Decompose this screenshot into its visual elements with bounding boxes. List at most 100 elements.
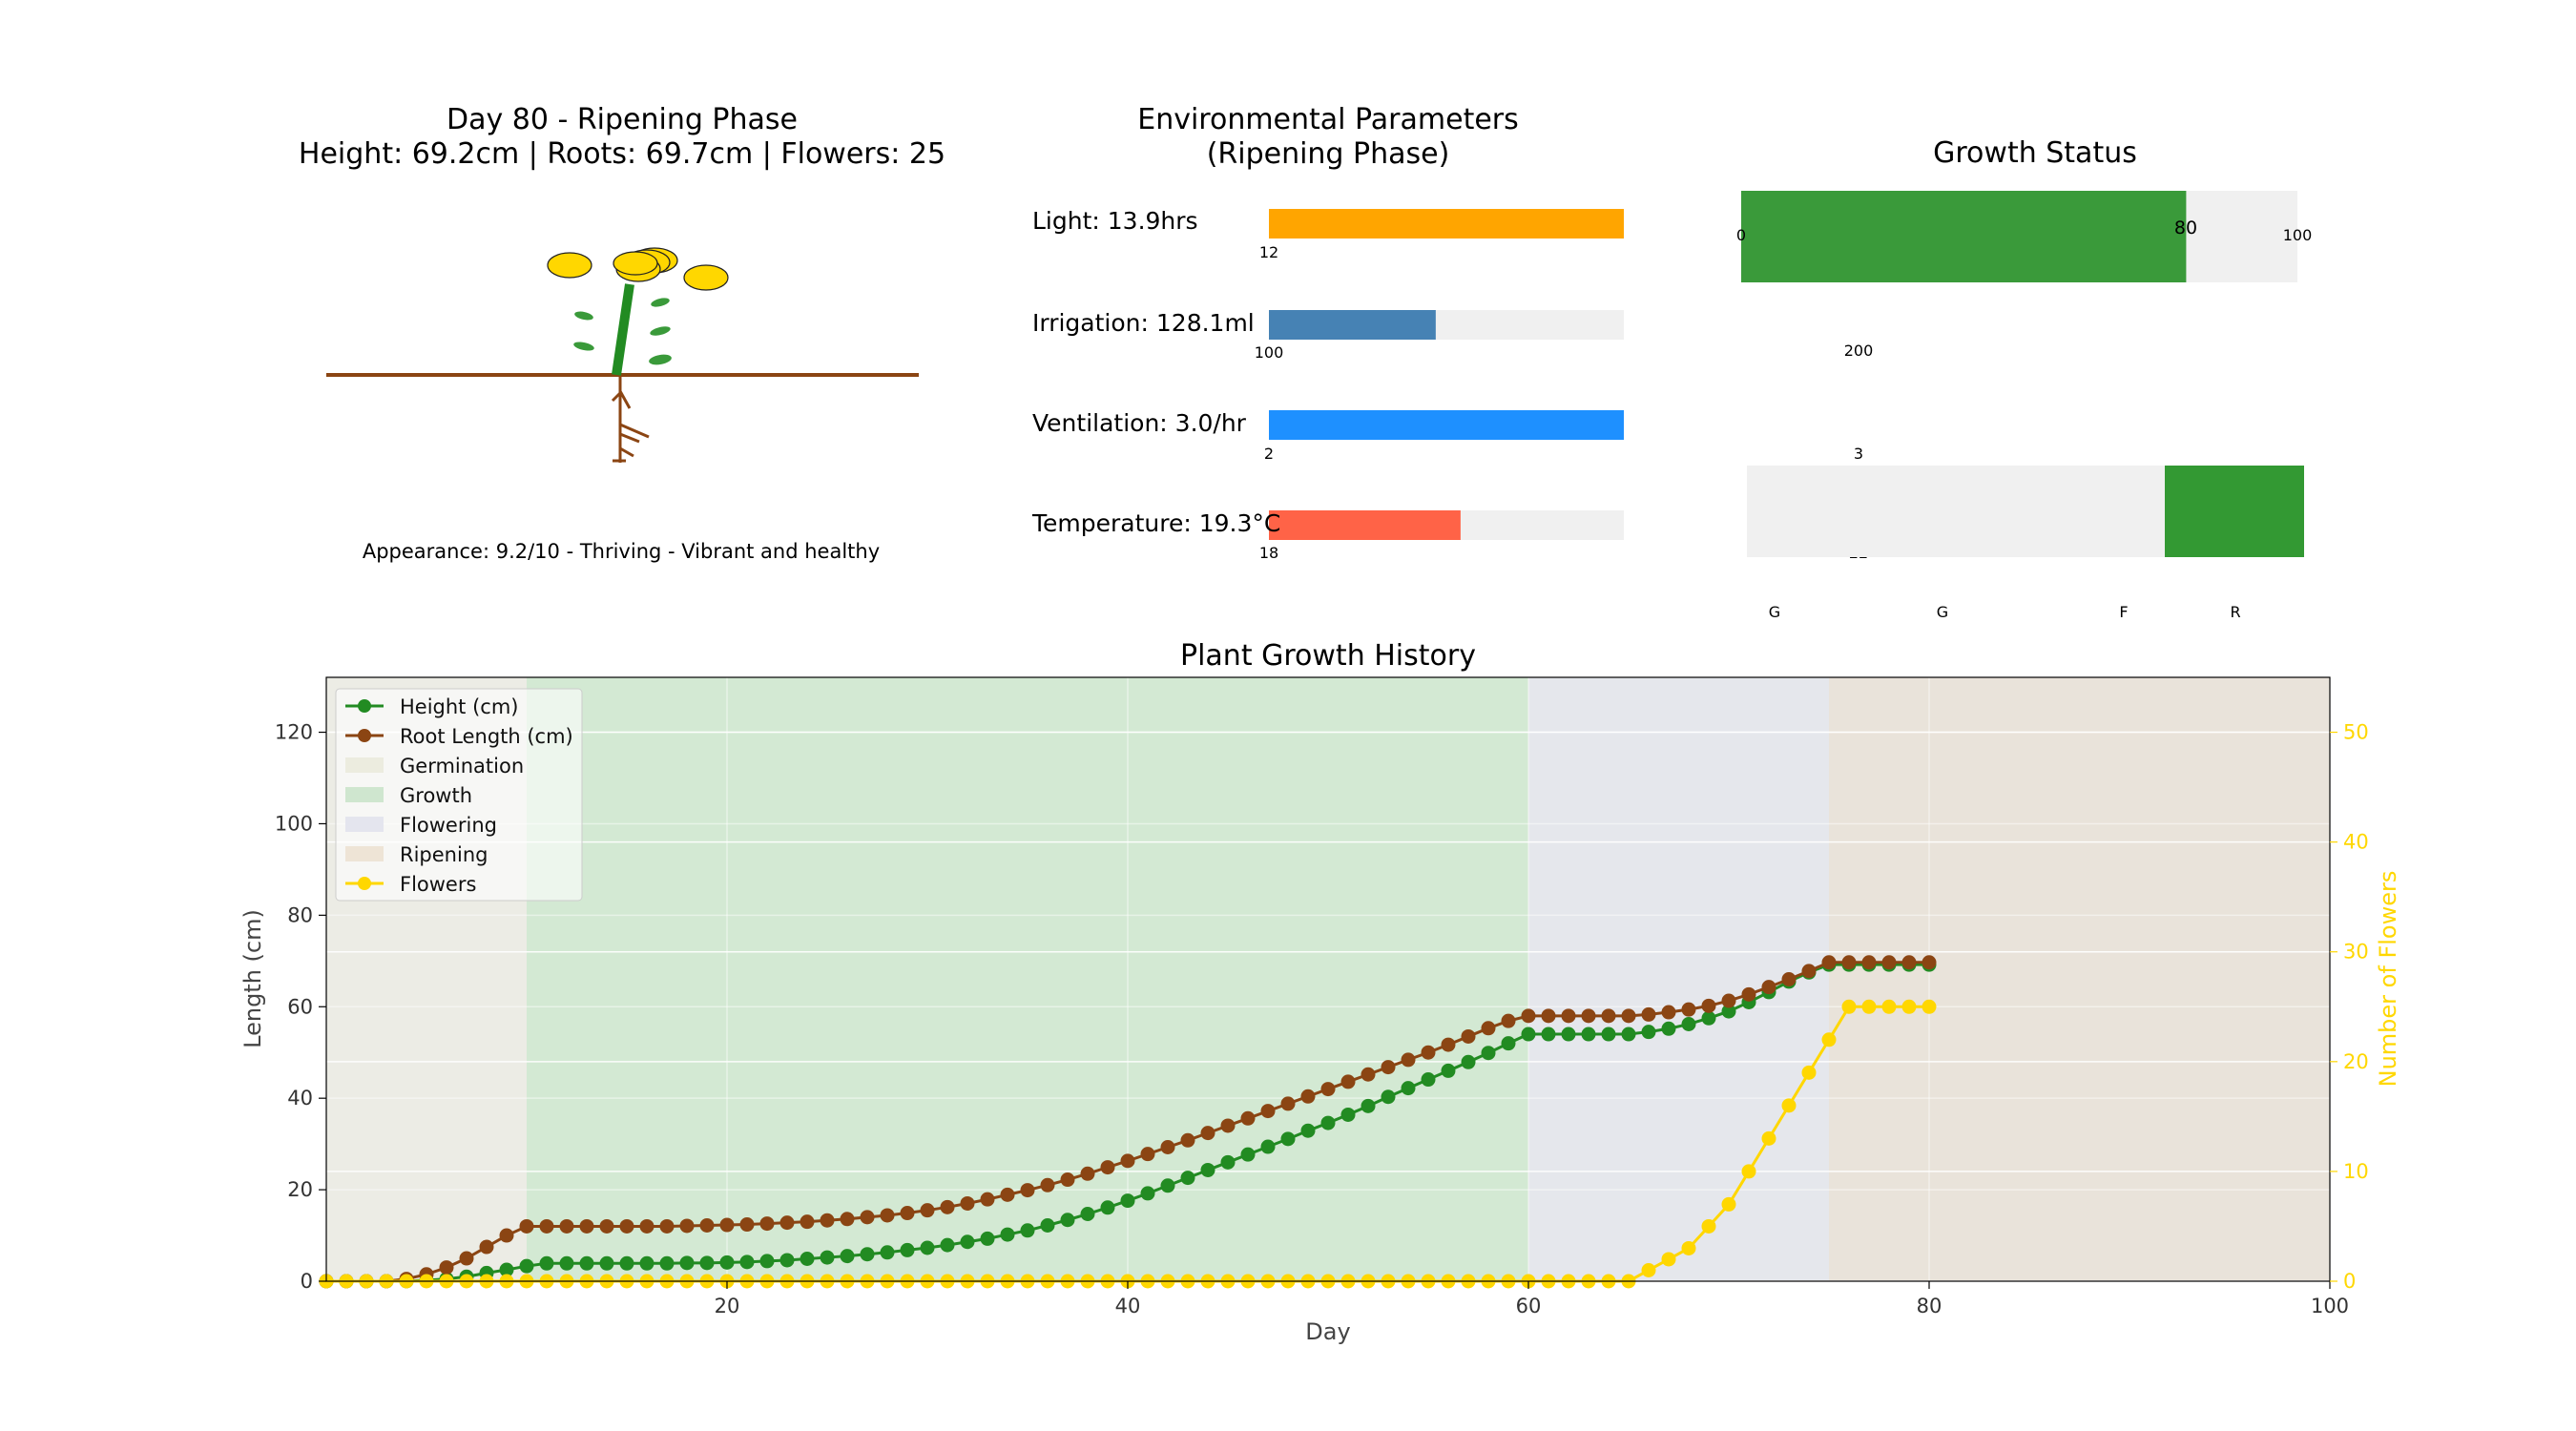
data-point	[1721, 1196, 1736, 1212]
data-point	[940, 1237, 955, 1253]
plant-title-line2: Height: 69.2cm | Roots: 69.7cm | Flowers…	[299, 137, 945, 171]
data-point	[1361, 1067, 1376, 1082]
data-point	[1661, 1005, 1676, 1020]
chart-title: Plant Growth History	[1180, 639, 1476, 673]
data-point	[1781, 1098, 1797, 1113]
data-point	[1741, 986, 1756, 1002]
progress-fill	[1741, 191, 2187, 282]
data-point	[800, 1252, 815, 1267]
roots	[611, 377, 650, 463]
status-title: Growth Status	[1933, 136, 2137, 170]
data-point	[1901, 999, 1917, 1014]
phase-bands	[326, 677, 2330, 1281]
data-point	[1661, 1021, 1676, 1036]
data-point	[1521, 1027, 1536, 1042]
y-tick-label: 60	[287, 995, 313, 1018]
data-point	[820, 1213, 835, 1228]
data-point	[1561, 1008, 1576, 1024]
data-point	[1481, 1046, 1496, 1061]
flower	[613, 251, 658, 276]
data-point	[940, 1199, 955, 1214]
data-point	[1861, 999, 1877, 1014]
data-point	[1200, 1126, 1215, 1141]
data-point	[980, 1192, 995, 1207]
data-point	[519, 1218, 534, 1234]
progress-value-label: 80	[2174, 218, 2197, 238]
data-point	[1922, 955, 1937, 970]
legend-item-ripening: Ripening	[345, 843, 488, 866]
leaf	[574, 311, 593, 321]
data-point	[759, 1216, 775, 1232]
data-point	[1340, 1107, 1356, 1122]
y-tick-label: 40	[287, 1087, 313, 1110]
phase-band-flowering	[1528, 677, 1829, 1281]
flower	[683, 264, 729, 291]
data-point	[1040, 1177, 1055, 1192]
plot-frame	[325, 676, 2331, 1282]
phase-label-germination: G	[1769, 603, 1780, 621]
env-bar-label: Irrigation: 128.1ml	[1032, 309, 1255, 337]
status-panel: Growth Status 0 80 100 200 3 22 G G F R	[1736, 136, 2312, 621]
legend-label: Root Length (cm)	[400, 725, 573, 748]
data-point	[619, 1255, 634, 1271]
data-point	[1220, 1118, 1236, 1133]
data-point	[439, 1260, 454, 1275]
data-point	[900, 1206, 915, 1221]
data-point	[1701, 998, 1716, 1013]
y-tick-label: 80	[287, 903, 313, 926]
y2-tick-label: 10	[2343, 1160, 2369, 1183]
data-point	[1020, 1183, 1035, 1198]
legend-marker	[358, 699, 371, 713]
x-axis-label: Day	[1305, 1318, 1350, 1345]
data-point	[1381, 1089, 1396, 1105]
data-point	[1641, 1262, 1656, 1277]
data-point	[679, 1218, 695, 1234]
legend-label: Germination	[400, 755, 524, 778]
env-bar-min-label: 12	[1259, 243, 1278, 261]
data-point	[1421, 1045, 1436, 1060]
data-point	[1340, 1074, 1356, 1089]
y2-axis-label: Number of Flowers	[2375, 871, 2401, 1088]
data-point	[779, 1215, 795, 1231]
legend-item-height-cm: Height (cm)	[345, 695, 518, 718]
plant-title-line1: Day 80 - Ripening Phase	[447, 103, 798, 136]
data-point	[1320, 1115, 1336, 1130]
data-point	[1120, 1153, 1135, 1169]
series-layer	[319, 955, 1937, 1289]
data-point	[1501, 1013, 1516, 1028]
data-point	[599, 1255, 614, 1271]
data-point	[1180, 1171, 1195, 1186]
data-point	[1821, 1032, 1837, 1047]
data-point	[1060, 1213, 1075, 1228]
data-point	[659, 1218, 675, 1234]
legend-swatch	[345, 757, 384, 773]
data-point	[1300, 1089, 1316, 1104]
data-point	[1401, 1081, 1416, 1096]
data-point	[579, 1218, 594, 1234]
legend-item-germination: Germination	[345, 755, 524, 778]
status-stray-label: 200	[1844, 342, 1874, 360]
data-point	[1040, 1217, 1055, 1233]
data-point	[1300, 1123, 1316, 1138]
data-point	[1661, 1252, 1676, 1267]
data-point	[1100, 1160, 1115, 1175]
data-point	[1280, 1096, 1296, 1111]
data-point	[1701, 1218, 1716, 1234]
legend-swatch	[345, 817, 384, 832]
data-point	[1581, 1008, 1596, 1024]
data-point	[1000, 1227, 1015, 1242]
legend-item-growth: Growth	[345, 784, 472, 807]
data-point	[1621, 1008, 1636, 1024]
appearance-text: Appearance: 9.2/10 - Thriving - Vibrant …	[363, 540, 880, 563]
y-tick-label: 0	[301, 1270, 313, 1293]
data-point	[1681, 1240, 1696, 1255]
leaf	[651, 298, 670, 307]
growth-history-chart: Plant Growth History 20 40 60 80 10002040608…	[239, 639, 2401, 1345]
data-point	[960, 1234, 975, 1250]
data-point	[840, 1249, 855, 1264]
data-point	[1561, 1027, 1576, 1042]
y2-tick-label: 40	[2343, 831, 2369, 854]
data-point	[1521, 1008, 1536, 1024]
phase-label-ripening: R	[2230, 603, 2240, 621]
phase-band-growth	[527, 677, 1528, 1281]
